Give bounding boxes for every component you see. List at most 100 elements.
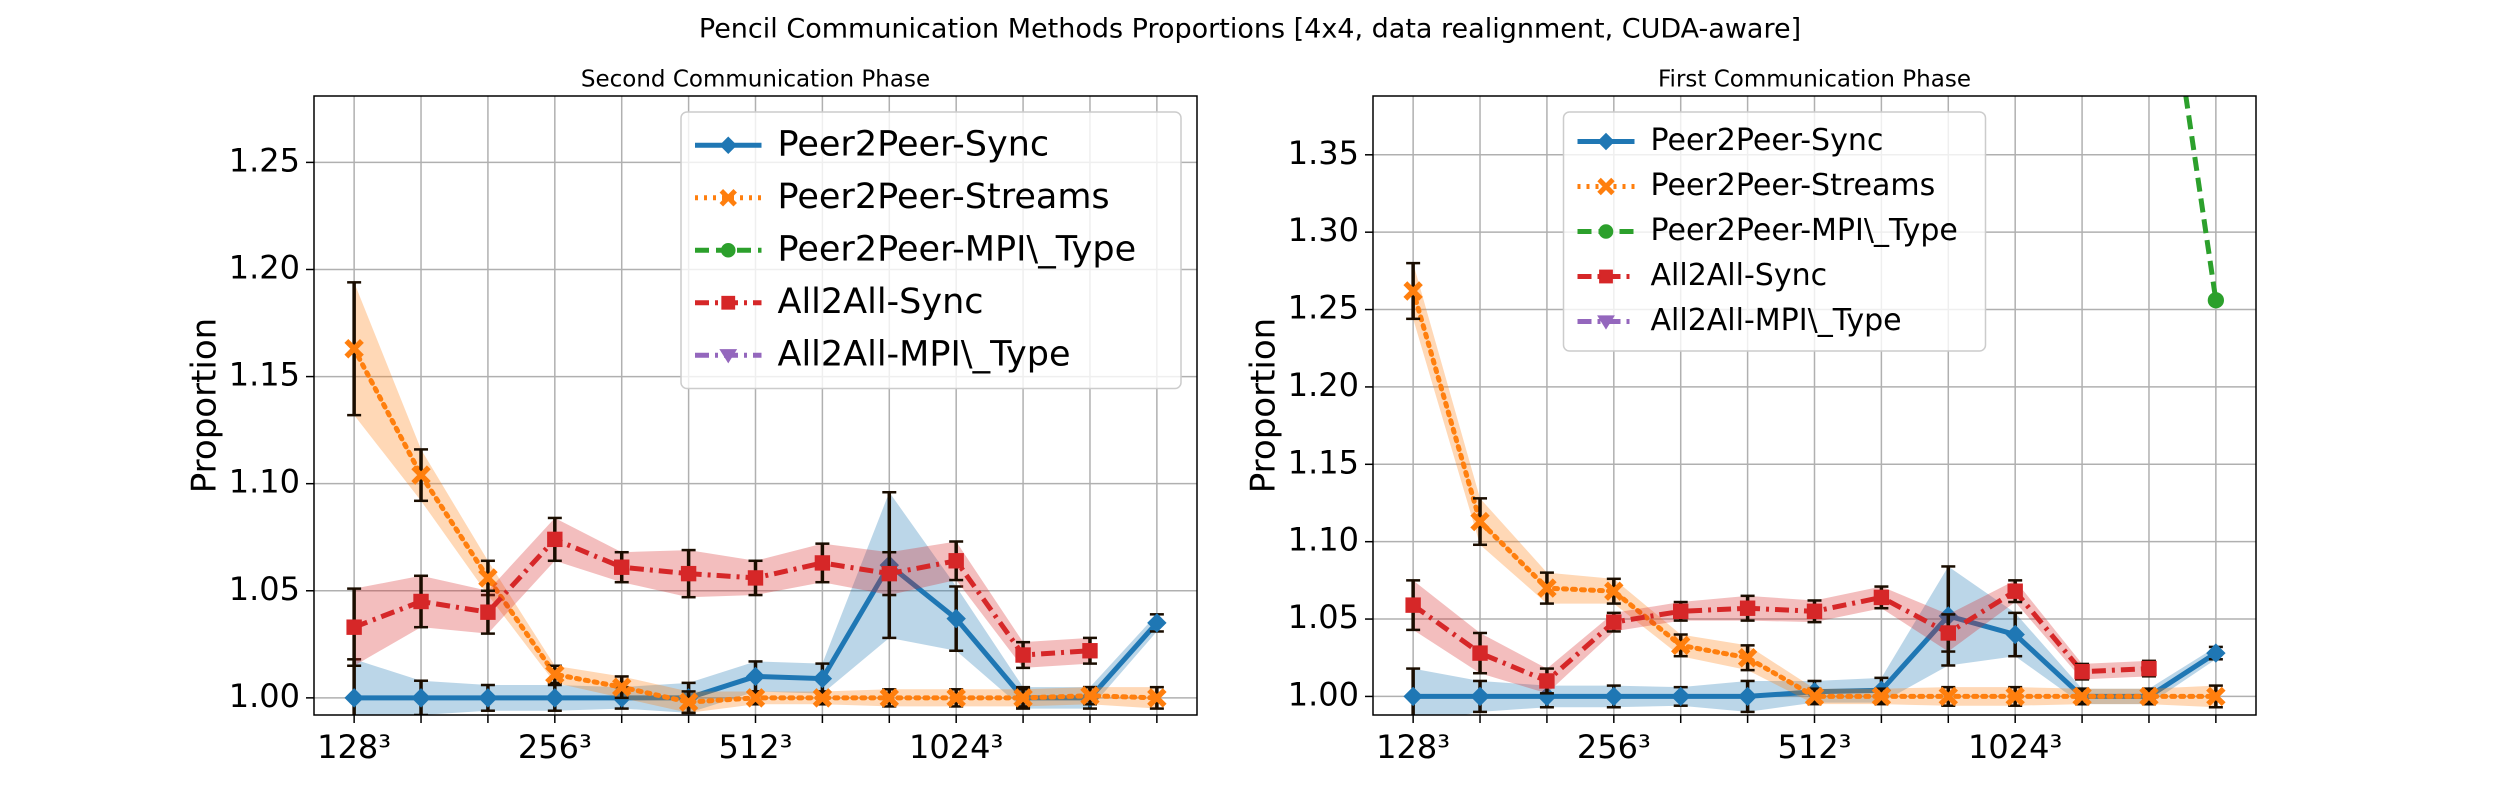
legend-label: All2All-MPI\_Type xyxy=(778,334,1071,374)
marker xyxy=(814,555,831,571)
marker xyxy=(1470,511,1490,532)
y-tick-label: 1.00 xyxy=(229,677,300,715)
marker xyxy=(719,136,737,154)
marker xyxy=(1739,600,1756,616)
subplot: Second Communication Phase Proportion 1.00… xyxy=(185,67,1198,766)
legend-label: Peer2Peer-MPI\_Type xyxy=(778,229,1137,269)
marker xyxy=(614,559,630,575)
marker xyxy=(480,604,496,620)
marker xyxy=(812,688,833,708)
marker xyxy=(1671,635,1691,656)
legend-box xyxy=(680,111,1182,390)
marker xyxy=(946,688,966,708)
marker xyxy=(1871,686,1892,707)
marker xyxy=(745,688,766,708)
marker xyxy=(2007,583,2023,599)
y-tick-label: 1.25 xyxy=(229,141,300,179)
marker xyxy=(1470,686,1490,707)
marker xyxy=(1597,315,1615,330)
marker xyxy=(478,688,498,708)
marker xyxy=(2206,686,2226,707)
legend: Peer2Peer-Sync Peer2Peer-Streams Peer2Peer… xyxy=(1562,111,1987,352)
plot-area xyxy=(1403,96,2226,715)
figure-title: Pencil Communication Methods Proportions… xyxy=(699,14,1801,45)
y-tick-label: 1.35 xyxy=(1288,134,1359,172)
marker xyxy=(1673,603,1689,620)
marker xyxy=(411,465,431,485)
marker xyxy=(1938,686,1958,707)
marker xyxy=(344,688,364,708)
plot-frame xyxy=(1372,95,2257,716)
marker xyxy=(1604,581,1624,601)
y-tick-label: 1.15 xyxy=(1288,443,1359,481)
marker xyxy=(2141,660,2157,677)
x-tick-label: 512³ xyxy=(1778,728,1852,766)
marker xyxy=(1737,648,1758,668)
marker xyxy=(1405,597,1421,613)
y-tick-label: 1.00 xyxy=(1288,675,1359,713)
y-tick-label: 1.20 xyxy=(229,248,300,286)
marker xyxy=(2005,624,2025,645)
marker xyxy=(2139,686,2159,707)
x-tick-label: 256³ xyxy=(518,728,592,766)
series-line xyxy=(1411,587,2150,684)
y-tick-label: 1.05 xyxy=(1288,598,1359,636)
legend-label: Peer2Peer-Sync xyxy=(1651,123,1884,158)
legend-box xyxy=(1562,111,1987,352)
marker xyxy=(719,189,737,207)
marker xyxy=(1403,281,1423,301)
legend-label: Peer2Peer-Sync xyxy=(778,124,1050,164)
marker xyxy=(1539,673,1555,689)
marker xyxy=(719,349,738,364)
marker xyxy=(879,688,899,708)
y-tick-label: 1.10 xyxy=(1288,521,1359,559)
y-tick-label: 1.30 xyxy=(1288,211,1359,249)
marker xyxy=(1472,645,1488,661)
y-tick-label: 1.10 xyxy=(229,463,300,501)
marker xyxy=(812,668,833,689)
subplot-title: First Communication Phase xyxy=(1658,67,1971,93)
error-band xyxy=(1413,580,2149,694)
marker xyxy=(2207,292,2225,309)
legend-label: Peer2Peer-Streams xyxy=(778,177,1110,217)
marker xyxy=(1013,688,1033,708)
subplot-title: Second Communication Phase xyxy=(581,67,930,93)
y-axis-label: Proportion xyxy=(1244,318,1284,493)
marker xyxy=(1597,177,1615,196)
marker xyxy=(545,688,565,708)
legend: Peer2Peer-Sync Peer2Peer-Streams Peer2Peer… xyxy=(680,111,1182,390)
marker xyxy=(547,531,563,548)
x-tick-label: 128³ xyxy=(317,728,391,766)
marker xyxy=(478,568,498,588)
y-tick-label: 1.15 xyxy=(229,356,300,394)
marker xyxy=(2206,643,2226,663)
legend-label: Peer2Peer-MPI\_Type xyxy=(1651,213,1958,248)
marker xyxy=(1599,269,1613,284)
x-tick-label: 128³ xyxy=(1376,728,1450,766)
marker xyxy=(545,664,565,685)
marker xyxy=(1940,625,1956,641)
marker xyxy=(411,688,431,708)
plot-frame xyxy=(313,95,1198,716)
marker xyxy=(1147,613,1167,633)
marker xyxy=(1737,686,1758,707)
legend-label: Peer2Peer-Streams xyxy=(1651,168,1936,203)
marker xyxy=(720,242,736,258)
marker xyxy=(946,608,966,629)
marker xyxy=(1604,686,1624,707)
y-axis-label: Proportion xyxy=(185,318,225,493)
marker xyxy=(747,570,764,586)
marker xyxy=(1597,132,1615,151)
y-tick-label: 1.25 xyxy=(1288,289,1359,327)
marker xyxy=(1598,224,1614,239)
marker xyxy=(2005,686,2025,707)
legend-label: All2All-Sync xyxy=(778,282,984,322)
marker xyxy=(1147,688,1167,708)
marker xyxy=(1537,578,1557,598)
marker xyxy=(948,553,964,569)
marker xyxy=(346,619,362,635)
marker xyxy=(344,339,364,359)
marker xyxy=(1015,647,1031,663)
marker xyxy=(745,666,766,687)
